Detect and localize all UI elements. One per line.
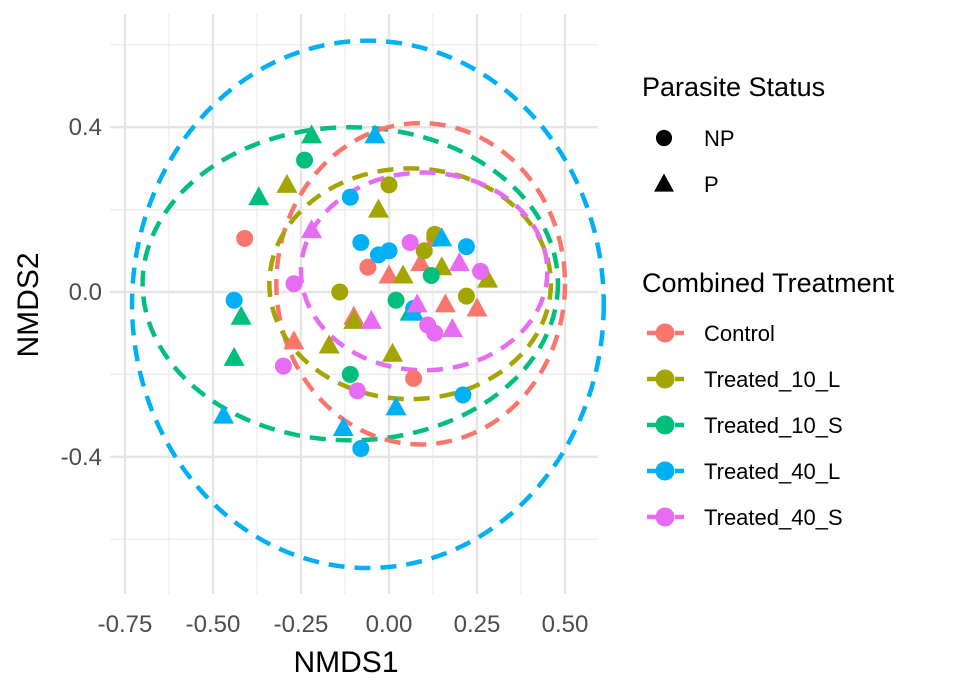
data-point-treated-10-l — [367, 198, 389, 218]
x-tick-label: 0.00 — [366, 611, 413, 638]
data-point-treated-10-s — [301, 124, 323, 144]
data-point-treated-10-l — [343, 309, 365, 329]
ellipse-treated-40-l — [129, 38, 606, 571]
color-legend: Combined Treatment Control Treated_10_L Tr… — [642, 268, 895, 530]
data-point-control — [434, 293, 456, 313]
data-point-treated-40-s — [401, 234, 419, 252]
data-point-treated-40-s — [285, 275, 303, 293]
ellipse-treated-40-s — [298, 170, 550, 373]
data-point-treated-10-l — [380, 176, 398, 194]
data-point-treated-40-s — [472, 262, 490, 280]
data-point-treated-40-s — [406, 293, 428, 313]
legend-key-p — [654, 173, 674, 192]
legend-dot-treated-40-l — [655, 461, 675, 481]
legend-key-np — [655, 129, 673, 147]
data-point-control — [405, 370, 423, 388]
data-point-control — [283, 330, 305, 350]
data-point-treated-40-l — [225, 291, 243, 309]
legend-label-p: P — [704, 172, 719, 197]
ellipse-control — [274, 120, 568, 447]
legend-label-treated-40-s: Treated_40_S — [704, 505, 843, 530]
data-point-treated-10-s — [230, 305, 252, 325]
data-point-treated-40-l — [352, 440, 370, 458]
legend-label-treated-10-s: Treated_10_S — [704, 413, 843, 438]
shape-legend-title: Parasite Status — [642, 72, 825, 102]
legend-dot-treated-10-s — [655, 415, 675, 435]
data-points — [213, 124, 499, 458]
data-point-control — [359, 258, 377, 276]
x-tick-label: -0.25 — [274, 611, 329, 638]
data-point-treated-40-l — [332, 416, 354, 436]
data-point-treated-10-s — [223, 346, 245, 366]
data-point-treated-40-s — [441, 318, 463, 338]
data-point-treated-10-l — [392, 264, 414, 284]
data-point-treated-40-l — [457, 238, 475, 256]
data-point-treated-40-s — [360, 309, 382, 329]
ellipse-treated-10-s — [140, 124, 561, 443]
data-point-treated-40-s — [301, 219, 323, 239]
data-point-treated-10-l — [318, 334, 340, 354]
data-point-treated-10-s — [341, 365, 359, 383]
x-axis-title: NMDS1 — [293, 646, 398, 679]
data-point-treated-10-s — [387, 291, 405, 309]
data-point-treated-10-s — [422, 267, 440, 285]
x-tick-label: -0.50 — [186, 611, 241, 638]
legend-dot-treated-10-l — [655, 369, 675, 389]
x-axis-ticks: -0.75 -0.50 -0.25 0.00 0.25 0.50 — [98, 611, 589, 638]
data-point-treated-40-s — [448, 252, 470, 272]
data-point-treated-10-l — [382, 342, 404, 362]
data-point-treated-40-l — [385, 396, 407, 416]
x-tick-label: 0.50 — [542, 611, 589, 638]
shape-legend: Parasite Status NP P — [642, 72, 825, 197]
data-point-treated-10-l — [415, 242, 433, 260]
legend-dot-treated-40-s — [655, 507, 675, 527]
data-point-treated-40-l — [431, 227, 453, 247]
legend-label-treated-40-l: Treated_40_L — [704, 459, 840, 484]
data-point-treated-10-l — [276, 173, 298, 193]
y-axis-ticks: -0.4 0.0 0.4 — [61, 114, 102, 471]
y-tick-label: 0.4 — [69, 114, 102, 141]
data-point-treated-40-s — [419, 316, 437, 334]
data-point-treated-10-l — [477, 268, 499, 288]
legend-dot-control — [655, 323, 675, 343]
data-point-control — [378, 264, 400, 284]
data-point-treated-40-l — [454, 386, 472, 404]
legend-label-treated-10-l: Treated_10_L — [704, 367, 840, 392]
color-legend-title: Combined Treatment — [642, 268, 895, 298]
confidence-ellipses — [129, 38, 606, 571]
data-point-treated-40-l — [213, 404, 235, 424]
data-point-treated-40-l — [380, 242, 398, 260]
x-tick-label: -0.75 — [98, 611, 153, 638]
data-point-treated-40-l — [364, 124, 386, 144]
grid-lines — [110, 14, 598, 594]
y-axis-title: NMDS2 — [12, 252, 45, 357]
data-point-treated-10-s — [296, 151, 314, 169]
data-point-treated-10-l — [331, 283, 349, 301]
data-point-control — [410, 252, 432, 272]
data-point-treated-40-l — [341, 188, 359, 206]
data-point-treated-10-s — [248, 186, 270, 206]
x-tick-label: 0.25 — [454, 611, 501, 638]
data-point-treated-40-l — [352, 234, 370, 252]
data-point-control — [236, 229, 254, 247]
legend-label-np: NP — [704, 126, 735, 151]
data-point-treated-10-l — [457, 287, 475, 305]
data-point-control — [466, 297, 488, 317]
y-tick-label: -0.4 — [61, 444, 102, 471]
data-point-treated-40-s — [274, 357, 292, 375]
ellipse-treated-10-l — [267, 166, 554, 402]
legend-label-control: Control — [704, 321, 775, 346]
data-point-treated-40-s — [348, 382, 366, 400]
y-tick-label: 0.0 — [69, 279, 102, 306]
